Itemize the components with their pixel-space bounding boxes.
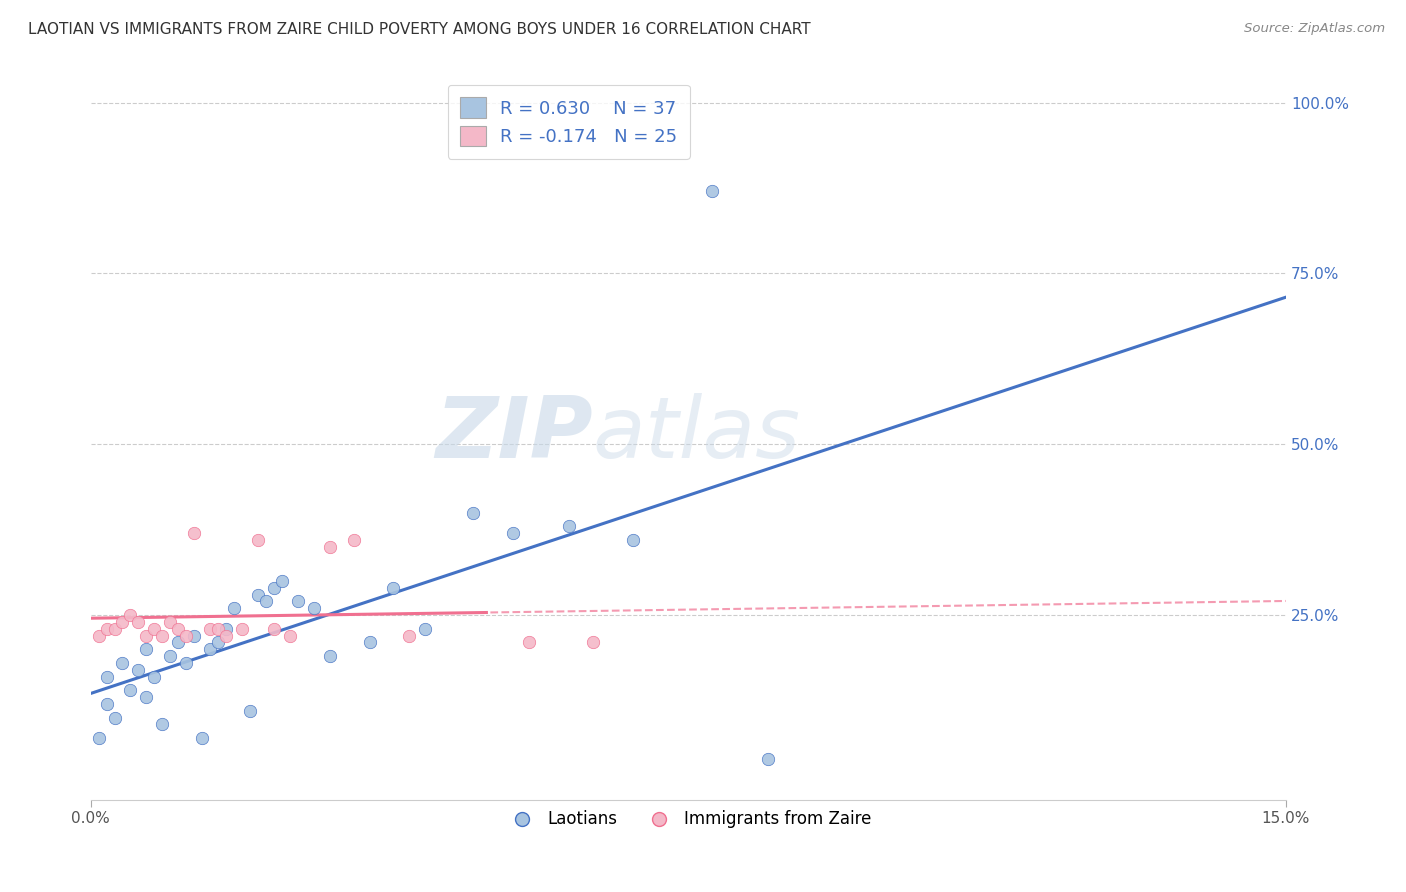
Point — [263, 622, 285, 636]
Point — [222, 601, 245, 615]
Point — [342, 533, 364, 547]
Point — [231, 622, 253, 636]
Point — [120, 608, 142, 623]
Point — [517, 635, 540, 649]
Point — [198, 622, 221, 636]
Point — [318, 648, 340, 663]
Point — [254, 594, 277, 608]
Legend: Laotians, Immigrants from Zaire: Laotians, Immigrants from Zaire — [499, 804, 877, 835]
Point — [87, 629, 110, 643]
Point — [103, 710, 125, 724]
Point — [246, 588, 269, 602]
Point — [215, 622, 238, 636]
Text: ZIP: ZIP — [434, 392, 593, 475]
Point — [87, 731, 110, 745]
Point — [582, 635, 605, 649]
Point — [398, 629, 420, 643]
Point — [207, 622, 229, 636]
Text: LAOTIAN VS IMMIGRANTS FROM ZAIRE CHILD POVERTY AMONG BOYS UNDER 16 CORRELATION C: LAOTIAN VS IMMIGRANTS FROM ZAIRE CHILD P… — [28, 22, 811, 37]
Point — [183, 629, 205, 643]
Point — [263, 581, 285, 595]
Point — [167, 635, 190, 649]
Point — [111, 656, 134, 670]
Point — [215, 629, 238, 643]
Point — [96, 697, 118, 711]
Point — [127, 615, 149, 629]
Point — [120, 683, 142, 698]
Point — [302, 601, 325, 615]
Point — [621, 533, 644, 547]
Point — [103, 622, 125, 636]
Point — [278, 629, 301, 643]
Point — [150, 717, 173, 731]
Point — [558, 519, 581, 533]
Point — [207, 635, 229, 649]
Point — [246, 533, 269, 547]
Text: atlas: atlas — [593, 392, 800, 475]
Point — [191, 731, 214, 745]
Point — [96, 622, 118, 636]
Point — [111, 615, 134, 629]
Point — [318, 540, 340, 554]
Point — [463, 506, 485, 520]
Text: Source: ZipAtlas.com: Source: ZipAtlas.com — [1244, 22, 1385, 36]
Point — [502, 526, 524, 541]
Point — [143, 622, 166, 636]
Point — [174, 656, 197, 670]
Point — [359, 635, 381, 649]
Point — [198, 642, 221, 657]
Point — [127, 663, 149, 677]
Point — [143, 669, 166, 683]
Point — [287, 594, 309, 608]
Point — [96, 669, 118, 683]
Point — [135, 690, 157, 704]
Point — [159, 615, 181, 629]
Point — [702, 185, 724, 199]
Point — [159, 648, 181, 663]
Point — [167, 622, 190, 636]
Point — [183, 526, 205, 541]
Point — [150, 629, 173, 643]
Point — [413, 622, 436, 636]
Point — [135, 629, 157, 643]
Point — [270, 574, 292, 588]
Point — [239, 704, 262, 718]
Point — [174, 629, 197, 643]
Point — [756, 751, 779, 765]
Point — [135, 642, 157, 657]
Point — [382, 581, 405, 595]
